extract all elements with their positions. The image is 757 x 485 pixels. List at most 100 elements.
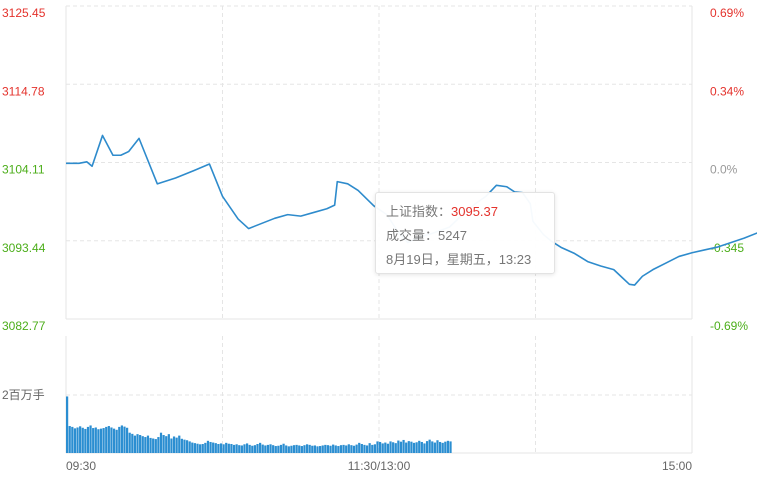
tooltip: 上证指数：3095.37 成交量：5247 8月19日，星期五，13:23 <box>375 192 555 274</box>
volume-bar <box>94 427 97 453</box>
volume-bar <box>243 444 246 453</box>
volume-bar <box>282 443 285 453</box>
volume-bar <box>376 441 379 453</box>
percent-tick-label: 0.34% <box>710 84 744 98</box>
volume-bar <box>248 444 251 453</box>
volume-bar <box>269 444 272 453</box>
volume-bar <box>86 426 90 453</box>
volume-bar <box>345 445 348 453</box>
volume-bar <box>120 425 123 453</box>
tooltip-datetime: 8月19日，星期五，13:23 <box>386 252 532 267</box>
volume-bar <box>438 441 442 453</box>
volume-bar <box>212 442 215 453</box>
volume-bar <box>441 442 444 453</box>
percent-tick-label: -0.69% <box>710 319 748 333</box>
volume-bar <box>251 445 254 453</box>
volume-bar <box>290 445 293 453</box>
volume-bar <box>238 445 241 453</box>
volume-bar <box>292 445 296 453</box>
volume-bar <box>259 442 262 453</box>
volume-bar <box>418 440 421 453</box>
percent-tick-label: 0.0% <box>710 163 738 177</box>
volume-bar <box>139 435 142 453</box>
volume-bar <box>112 428 116 453</box>
volume-bar <box>332 444 335 453</box>
volume-bar <box>131 433 134 453</box>
volume-bar <box>253 445 257 453</box>
volume-bar <box>209 441 212 453</box>
volume-bar <box>365 445 369 453</box>
volume-bar <box>128 432 131 453</box>
volume-bar <box>311 445 314 453</box>
volume-bar <box>285 445 288 453</box>
volume-bar <box>389 441 392 453</box>
volume-bar <box>152 438 155 453</box>
volume-bar <box>196 443 199 453</box>
x-tick-label: 15:00 <box>662 459 692 473</box>
volume-bar <box>170 438 173 453</box>
tooltip-index-value: 3095.37 <box>451 204 499 219</box>
volume-bar <box>363 444 366 453</box>
volume-bar <box>272 445 275 453</box>
volume-bar <box>185 440 189 453</box>
volume-bar <box>232 444 236 453</box>
volume-bar <box>412 442 416 453</box>
volume-bar <box>110 427 113 453</box>
volume-bar <box>235 444 238 453</box>
volume-bar <box>371 444 374 453</box>
volume-bar <box>123 426 126 453</box>
volume-bar <box>97 429 100 453</box>
percent-tick-label: 0.69% <box>710 6 744 20</box>
volume-bar <box>358 442 361 453</box>
volume-bar <box>199 444 202 453</box>
volume-bar <box>245 443 249 453</box>
volume-bar <box>410 441 413 453</box>
volume-bar <box>337 446 340 453</box>
volume-bar <box>225 442 228 453</box>
volume-bar <box>141 436 144 453</box>
volume-axis-label: 2百万手 <box>2 388 45 402</box>
volume-bar <box>99 428 103 453</box>
volume-bar <box>264 445 267 453</box>
volume-bar <box>178 435 181 453</box>
volume-bar <box>355 444 358 453</box>
volume-bar <box>350 445 353 453</box>
volume-bar <box>146 435 150 453</box>
volume-bar <box>201 444 204 453</box>
volume-bar <box>303 445 306 453</box>
volume-bar <box>415 442 418 453</box>
volume-bar <box>230 444 233 453</box>
volume-bar <box>423 443 426 453</box>
volume-bar <box>118 426 121 453</box>
volume-bar <box>405 442 408 453</box>
volume-bar <box>180 438 183 453</box>
volume-bar <box>222 444 225 453</box>
volume-bar <box>360 444 363 453</box>
volume-bar <box>240 445 243 453</box>
tooltip-index-label: 上证指数： <box>386 204 452 219</box>
volume-bar <box>407 441 410 453</box>
volume-bar <box>188 441 191 453</box>
volume-bar <box>175 437 178 453</box>
tooltip-volume: 成交量：5247 <box>386 228 467 243</box>
volume-bar <box>295 444 298 453</box>
volume-bar <box>381 443 384 453</box>
volume-bar <box>379 441 382 453</box>
volume-bar <box>206 440 210 453</box>
volume-bar <box>165 436 168 453</box>
volume-bar <box>397 440 400 453</box>
volume-bar <box>321 445 324 453</box>
volume-bar <box>428 439 431 453</box>
volume-bar <box>339 445 343 453</box>
volume-bar <box>68 426 71 453</box>
volume-bar <box>277 445 280 453</box>
volume-bar <box>115 429 118 453</box>
volume-bar <box>105 426 108 453</box>
volume-bar <box>433 442 436 453</box>
volume-bar <box>183 439 186 453</box>
volume-bar <box>157 437 160 453</box>
volume-bar <box>73 428 77 453</box>
volume-bar <box>261 444 264 453</box>
x-tick-label: 09:30 <box>66 459 96 473</box>
